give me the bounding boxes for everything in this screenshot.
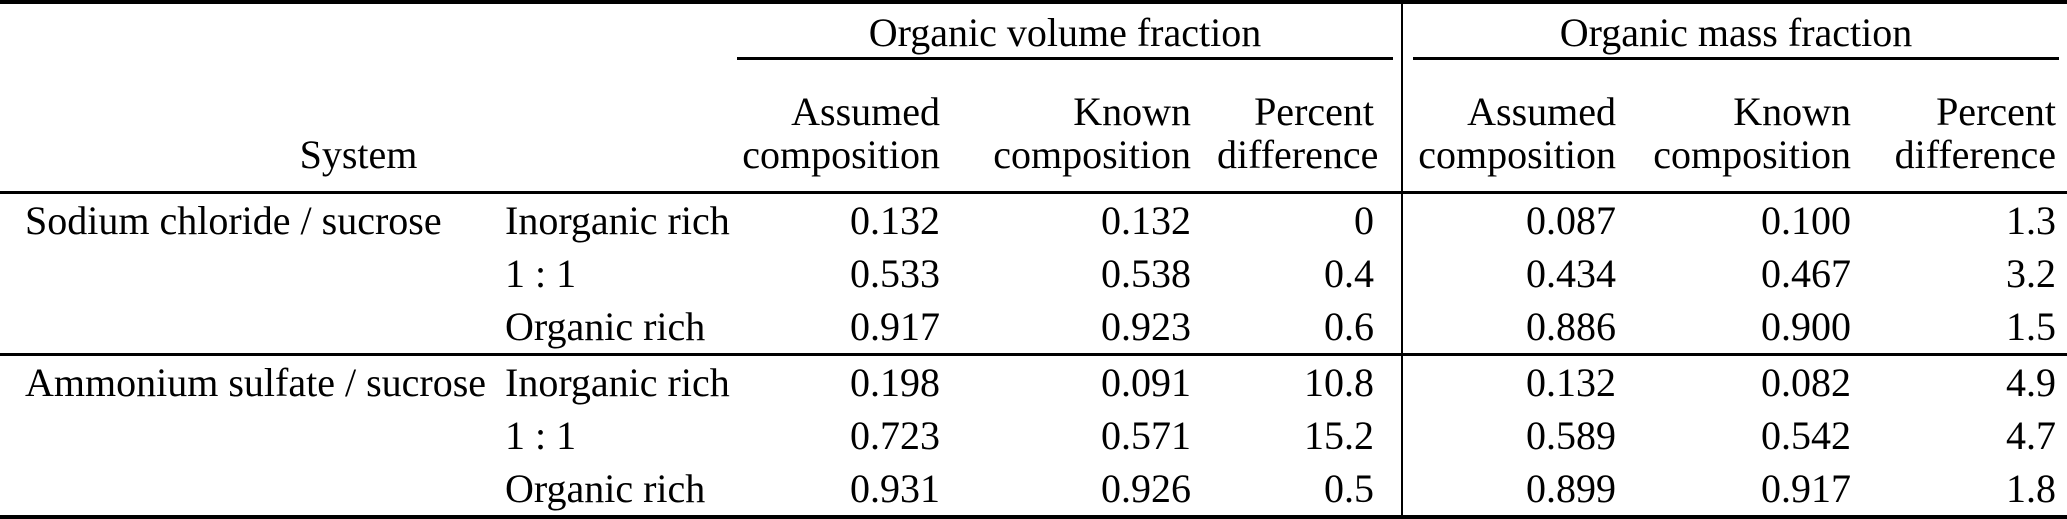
cell-mass-percent-difference: 4.7: [2006, 413, 2057, 458]
cell-mass-percent-difference: 4.9: [2006, 360, 2057, 405]
table-row: Organic rich 0.917 0.923 0.6 0.886 0.900…: [0, 300, 2067, 356]
column-header-mass-percent-difference: Percent difference: [1877, 60, 2067, 194]
cell-volume-known: 0.923: [967, 300, 1217, 356]
header-line: composition: [1418, 132, 1617, 177]
volume-group-underline: [737, 57, 1394, 60]
cell-system: [0, 300, 480, 356]
cell-volume-percent-difference: 10.8: [1304, 360, 1375, 405]
header-line: Known: [1073, 89, 1191, 134]
header-line: Assumed: [791, 89, 940, 134]
table-row: 1 : 1 0.723 0.571 15.2 0.589 0.542 4.7: [0, 409, 2067, 462]
cell-volume-assumed: 0.723: [850, 413, 940, 458]
group-header-mass: Organic mass fraction: [1401, 0, 2067, 60]
cell-volume-percent-difference: 15.2: [1304, 413, 1375, 458]
cell-mass-assumed: 0.087: [1401, 192, 1643, 247]
column-header-mass-known: Known composition: [1642, 60, 1878, 194]
group-header-mass-label: Organic mass fraction: [1559, 9, 1913, 55]
cell-volume-assumed: 0.198: [850, 360, 940, 405]
header-line: Assumed: [1467, 89, 1617, 134]
cell-volume-known: 0.132: [1101, 198, 1191, 243]
cell-volume-assumed: 0.132: [850, 198, 940, 243]
cell-mixture: Inorganic rich: [505, 360, 730, 405]
cell-mass-assumed: 0.886: [1401, 300, 1643, 356]
group-header-volume-label: Organic volume fraction: [868, 9, 1262, 55]
cell-mass-percent-difference: 1.5: [1877, 300, 2067, 356]
mass-group-underline: [1413, 57, 2060, 60]
cell-mass-percent-difference: 1.3: [2006, 198, 2057, 243]
cell-volume-assumed: 0.917: [717, 300, 967, 356]
header-line: Percent: [1254, 89, 1375, 134]
table-row: Ammonium sulfate / sucrose Inorganic ric…: [0, 354, 2067, 409]
group-header-spacer: [0, 0, 717, 60]
group-header-volume: Organic volume fraction: [717, 0, 1403, 60]
cell-mass-assumed: 0.132: [1401, 354, 1643, 409]
cell-volume-known: 0.571: [1101, 413, 1191, 458]
cell-volume-assumed: 0.533: [850, 251, 940, 296]
cell-volume-percent-difference: 0.6: [1217, 300, 1403, 356]
cell-mixture: 1 : 1: [505, 413, 577, 458]
cell-mass-known: 0.467: [1761, 251, 1852, 296]
cell-system: [0, 409, 480, 462]
cell-mixture: Organic rich: [480, 300, 717, 356]
cell-mass-assumed: 0.589: [1401, 409, 1643, 462]
column-header-volume-assumed: Assumed composition: [717, 60, 967, 194]
table-row: Sodium chloride / sucrose Inorganic rich…: [0, 192, 2067, 247]
cell-system: Sodium chloride / sucrose: [25, 198, 442, 243]
cell-mass-assumed: 0.434: [1401, 247, 1643, 300]
cell-mass-known: 0.900: [1642, 300, 1878, 356]
header-line: composition: [993, 132, 1191, 177]
table-row: 1 : 1 0.533 0.538 0.4 0.434 0.467 3.2: [0, 247, 2067, 300]
cell-volume-percent-difference: 0.4: [1324, 251, 1375, 296]
group-header-row: Organic volume fraction Organic mass fra…: [0, 0, 2067, 60]
cell-mass-known: 0.542: [1761, 413, 1852, 458]
cell-mixture: 1 : 1: [505, 251, 577, 296]
column-header-row: System Assumed composition Known composi…: [0, 60, 2067, 194]
cell-mixture: Inorganic rich: [505, 198, 730, 243]
column-header-volume-percent-difference: Percent difference: [1217, 60, 1403, 194]
cell-mass-percent-difference: 3.2: [2006, 251, 2057, 296]
cell-mass-known: 0.082: [1761, 360, 1852, 405]
cell-volume-percent-difference: 0: [1354, 198, 1375, 243]
header-line: composition: [1653, 132, 1852, 177]
column-header-volume-known: Known composition: [967, 60, 1217, 194]
header-line: difference: [1894, 132, 2057, 177]
header-line: composition: [742, 132, 940, 177]
cell-mass-known: 0.100: [1761, 198, 1852, 243]
header-line: difference: [1217, 132, 1379, 177]
cell-volume-known: 0.091: [1101, 360, 1191, 405]
cell-volume-known: 0.538: [1101, 251, 1191, 296]
cell-system: Ammonium sulfate / sucrose: [25, 360, 487, 405]
header-line: Known: [1733, 89, 1852, 134]
column-header-mass-assumed: Assumed composition: [1401, 60, 1643, 194]
header-line: Percent: [1936, 89, 2057, 134]
cell-system: [0, 247, 480, 300]
column-header-system: System: [0, 60, 717, 194]
